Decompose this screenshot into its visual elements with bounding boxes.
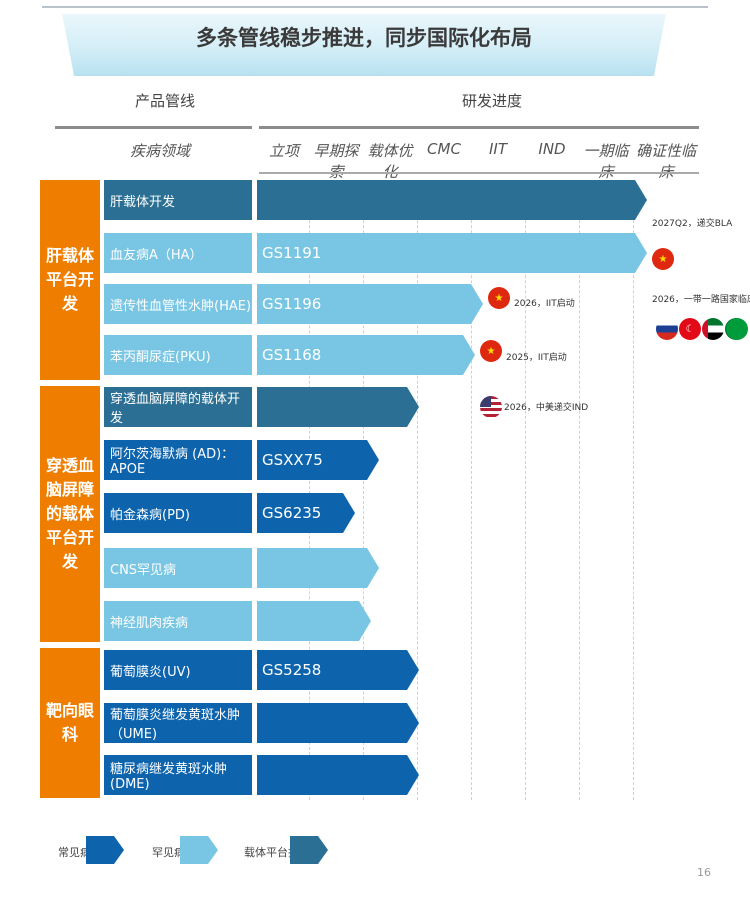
progress-arrow xyxy=(463,335,475,375)
progress-arrow xyxy=(407,755,419,795)
uae-flag-icon xyxy=(702,318,724,340)
legend-rare-arrow xyxy=(208,836,218,864)
progress-arrow xyxy=(367,548,379,588)
legend-rare-label: 罕见病 xyxy=(152,846,185,859)
grid-line xyxy=(579,180,580,800)
disease-label: 肝载体开发 xyxy=(104,180,252,220)
stage-label: IND xyxy=(538,140,566,158)
products-header-line xyxy=(55,126,252,129)
progress-bar xyxy=(257,548,367,588)
progress-bar: GS6235 xyxy=(257,493,343,533)
category-ophthalmology: 靶向眼科 xyxy=(40,648,100,798)
progress-arrow xyxy=(635,233,647,273)
disease-label: 穿透血脑屏障的载体开发 xyxy=(104,387,252,427)
progress-arrow xyxy=(407,387,419,427)
disease-area-header: 疾病领域 xyxy=(130,142,191,160)
milestone-note-ind: 2026，中美递交IND xyxy=(504,403,589,413)
top-divider xyxy=(42,6,708,8)
grid-line xyxy=(525,180,526,800)
progress-header-line xyxy=(259,126,699,129)
progress-bar: GS5258 xyxy=(257,650,407,690)
products-header: 产品管线 xyxy=(135,92,196,110)
disease-label: 遗传性血管性水肿(HAE) xyxy=(104,284,252,324)
progress-arrow xyxy=(367,440,379,480)
progress-bar xyxy=(257,755,407,795)
brazil-flag-icon xyxy=(726,318,748,340)
usa-flag-icon xyxy=(480,396,502,418)
progress-bar: GSXX75 xyxy=(257,440,367,480)
stage-label: 确证性临床 xyxy=(635,142,696,181)
progress-arrow xyxy=(407,650,419,690)
legend-common-arrow xyxy=(114,836,124,864)
stage-label: CMC xyxy=(427,140,461,158)
legend-common-swatch xyxy=(86,836,114,864)
stage-label: 一期临床 xyxy=(583,142,629,181)
milestone-note-hae: 2026，IIT启动 xyxy=(514,299,575,309)
progress-bar: GS1191 xyxy=(257,233,635,273)
disease-label: 神经肌肉疾病 xyxy=(104,601,252,641)
milestone-note-pku: 2025，IIT启动 xyxy=(506,353,567,363)
stage-label: IIT xyxy=(488,140,507,158)
russia-flag-icon xyxy=(656,318,678,340)
turkey-flag-icon: ☾ xyxy=(679,318,701,340)
china-flag-icon: ★ xyxy=(480,340,502,362)
disease-label: 葡萄膜炎继发黄斑水肿（UME) xyxy=(104,703,252,743)
progress-bar xyxy=(257,180,635,220)
progress-arrow xyxy=(343,493,355,533)
china-flag-icon: ★ xyxy=(652,248,674,270)
stage-label: 载体优化 xyxy=(367,142,413,181)
category-bbb: 穿透血脑屏障的载体平台开发 xyxy=(40,386,100,642)
disease-label: 帕金森病(PD) xyxy=(104,493,252,533)
progress-bar xyxy=(257,703,407,743)
stage-label: 早期探索 xyxy=(313,142,359,181)
disease-label: 阿尔茨海默病 (AD)：APOE xyxy=(104,440,252,480)
milestone-note-belt-road: 2026，一带一路国家临床启动 xyxy=(652,295,750,305)
disease-label: 血友病A（HA） xyxy=(104,233,252,273)
progress-arrow xyxy=(471,284,483,324)
grid-line xyxy=(471,180,472,800)
stage-header-line xyxy=(259,172,699,174)
disease-label: 苯丙酮尿症(PKU) xyxy=(104,335,252,375)
disease-label: 糖尿病继发黄斑水肿 (DME) xyxy=(104,755,252,795)
legend-platform-swatch xyxy=(290,836,318,864)
progress-arrow xyxy=(407,703,419,743)
legend-rare-swatch xyxy=(180,836,208,864)
grid-line xyxy=(633,180,634,800)
progress-header: 研发进度 xyxy=(462,92,523,110)
grid-line xyxy=(363,180,364,800)
category-liver: 肝载体平台开发 xyxy=(40,180,100,380)
legend-common-label: 常见病 xyxy=(58,846,91,859)
grid-line xyxy=(309,180,310,800)
legend-platform-arrow xyxy=(318,836,328,864)
milestone-note-bla: 2027Q2，递交BLA xyxy=(652,219,733,229)
progress-bar xyxy=(257,387,407,427)
disease-label: CNS罕见病 xyxy=(104,548,252,588)
progress-bar: GS1168 xyxy=(257,335,463,375)
grid-line xyxy=(417,180,418,800)
stage-label: 立项 xyxy=(268,142,299,160)
progress-bar: GS1196 xyxy=(257,284,471,324)
progress-arrow xyxy=(635,180,647,220)
page-title: 多条管线稳步推进，同步国际化布局 xyxy=(196,26,532,50)
progress-bar xyxy=(257,601,359,641)
disease-label: 葡萄膜炎(UV) xyxy=(104,650,252,690)
china-flag-icon: ★ xyxy=(488,287,510,309)
progress-arrow xyxy=(359,601,371,641)
title-banner xyxy=(62,14,666,76)
page-number: 16 xyxy=(697,866,711,879)
